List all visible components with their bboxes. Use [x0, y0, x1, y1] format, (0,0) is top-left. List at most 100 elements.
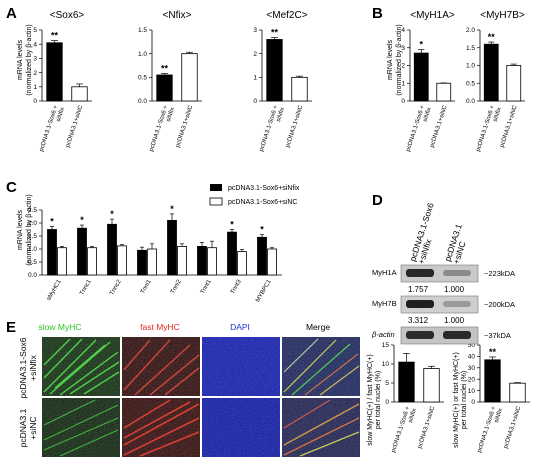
category-label: sMyHC1	[46, 278, 63, 301]
y-tick-label: 2.0	[466, 27, 475, 34]
y-tick-label: 40	[468, 354, 476, 361]
panel-letter-c: C	[6, 179, 17, 196]
category-label: Tnnc2	[109, 278, 123, 296]
y-tick-label: 2	[33, 70, 37, 77]
significance-mark: *	[230, 220, 234, 230]
bar	[71, 86, 88, 102]
y-tick-label: 1.0	[466, 63, 475, 70]
bar	[47, 229, 57, 276]
significance-mark: *	[419, 40, 423, 50]
legend-item-2: pcDNA3.1-Sox6+siNC	[228, 199, 297, 206]
panel-letter-b: B	[372, 5, 383, 22]
blot-band	[406, 300, 434, 308]
micrograph-slow-row2	[42, 398, 120, 457]
significance-mark: **	[51, 31, 59, 41]
micrograph-dapi-row1	[202, 337, 280, 396]
bar	[291, 76, 308, 102]
bar	[436, 82, 452, 102]
category-label: pcDNA3.1+siNC	[499, 104, 518, 148]
micro-header-dapi: DAPI	[230, 322, 250, 332]
y-tick-label: 15	[382, 342, 390, 349]
panel-c-ylabel: mRNA levels (normalized by β-actin)	[17, 194, 33, 265]
y-tick-label: 4	[401, 27, 405, 34]
micrograph-dapi-row2	[202, 398, 280, 457]
micrograph-merge-row1	[282, 337, 360, 396]
blot-col-1: pcDNA3.1-Sox6+siNfix	[407, 201, 444, 265]
chart-title: <Sox6>	[50, 10, 85, 21]
y-tick-label: 0	[471, 399, 475, 406]
chart-title: <Nfix>	[163, 10, 192, 21]
blot-row-label: MyH1A	[372, 268, 397, 277]
chart-nfix: <Nfix> 0.0 0.5 1.0 1.5 ** pcDNA3.1-Sox6 +siNfi…	[138, 10, 202, 154]
chart-fiber-genes: 0.0 0.5 1.0 1.5 2.0 2.5 * sMyHC1 * Tnnc1 * Tnnc2 Tnn…	[28, 204, 282, 303]
chart-title: <MyH7B>	[480, 10, 525, 21]
y-tick-label: 0	[401, 98, 405, 105]
category-label: MYBPC1	[255, 278, 273, 303]
micrograph-slow-row1	[42, 337, 120, 396]
significance-mark: *	[50, 216, 54, 226]
y-tick-label: 20	[468, 376, 476, 383]
blot-size-label: ~200kDA	[484, 300, 515, 309]
y-tick-label: 2.5	[28, 207, 37, 214]
significance-mark: **	[488, 32, 496, 42]
bar	[398, 361, 415, 403]
y-tick-label: 1.0	[28, 246, 37, 253]
y-tick-label: 0	[385, 399, 389, 406]
micrograph-fast-row2	[122, 398, 200, 457]
y-tick-label: 5	[385, 380, 389, 387]
micro-header-slow: slow MyHC	[39, 322, 82, 332]
significance-mark: *	[170, 204, 174, 214]
blot-band	[406, 269, 434, 277]
bar	[483, 43, 499, 102]
blot-row-label: MyH7B	[372, 299, 397, 308]
y-tick-label: 2	[253, 51, 257, 58]
bar	[257, 236, 267, 276]
category-label: Tnnc1	[79, 278, 93, 296]
significance-mark: **	[161, 64, 169, 74]
category-label: pcDNA3.1-Sox6 +siNfix	[39, 104, 66, 154]
y-tick-label: 0	[253, 98, 257, 105]
blot-band	[443, 270, 471, 276]
bar	[506, 65, 522, 102]
category-label: Tnnt3	[230, 278, 243, 295]
bar	[117, 245, 127, 276]
y-tick-label: 0.5	[466, 80, 475, 87]
panel-a-ylabel: mRNA levels (normalized by β-actin)	[17, 24, 33, 95]
bar	[413, 52, 429, 102]
category-label: pcDNA3.1-Sox6 +siNfix	[149, 104, 176, 154]
micro-header-fast: fast MyHC	[140, 322, 180, 332]
panel-letter-e: E	[6, 319, 16, 336]
bar	[57, 247, 67, 276]
category-label: pcDNA3.1+siNC	[285, 104, 304, 148]
y-tick-label: 0.5	[138, 75, 147, 82]
blot-value: 1.000	[444, 285, 465, 294]
y-tick-label: 1	[253, 75, 257, 82]
category-label: pcDNA3.1-Sox6 +siNfix	[259, 104, 286, 154]
bar	[227, 231, 237, 276]
y-tick-label: 3	[253, 27, 257, 34]
y-tick-label: 1.0	[138, 51, 147, 58]
legend-swatch-black	[210, 184, 222, 191]
y-tick-label: 2	[401, 63, 405, 70]
category-label: pcDNA3.1+siNC	[175, 104, 194, 148]
bar	[107, 223, 117, 276]
blot-band	[443, 331, 471, 339]
y-tick-label: 0.5	[28, 259, 37, 266]
chart-sox6: <Sox6> 0 1 2 3 4 5 ** pcDNA3.1-Sox6 +siNfix pcDNA…	[33, 10, 92, 154]
y-tick-label: 4	[33, 41, 37, 48]
bar	[147, 248, 157, 276]
significance-mark: **	[271, 28, 279, 38]
micro-row-label-2: pcDNA3.1+siNC	[18, 408, 38, 447]
category-label: pcDNA3.1+siNC	[417, 405, 436, 449]
bar	[181, 53, 198, 102]
category-label: pcDNA3.1-Sox6 +siNfix	[391, 405, 418, 455]
category-label: pcDNA3.1+siNC	[503, 405, 522, 449]
bar	[237, 251, 247, 276]
y-tick-label: 3	[401, 45, 405, 52]
blot-band	[406, 331, 434, 339]
bar	[484, 359, 501, 403]
category-label: pcDNA3.1-Sox6 +siNfix	[477, 405, 504, 455]
blot-row-label: β-actin	[371, 330, 395, 339]
panel-b-ylabel: mRNA levels (normalized by β-actin)	[387, 24, 403, 95]
y-tick-label: 0	[33, 98, 37, 105]
